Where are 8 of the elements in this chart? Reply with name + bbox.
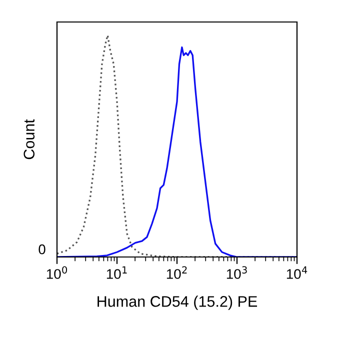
- y-axis-title: Count: [24, 119, 35, 160]
- x-tick-label: 10$^{4}$: [286, 266, 308, 279]
- x-axis-title: Human CD54 (15.2) PE: [98, 296, 258, 310]
- x-tick-label: 10$^{0}$: [46, 266, 68, 279]
- x-tick-label: 10$^{3}$: [226, 266, 247, 279]
- x-tick-label: 10$^{1}$: [106, 266, 127, 279]
- text: 0: [38, 244, 46, 254]
- x-tick-label: 10$^{2}$: [166, 266, 187, 279]
